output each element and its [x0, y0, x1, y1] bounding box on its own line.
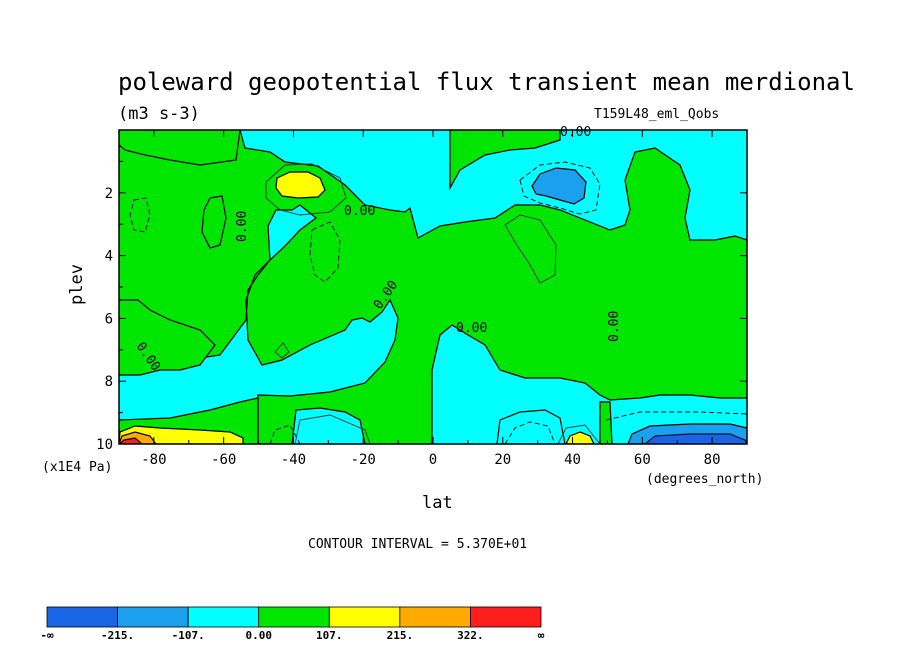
field-positive-left-column: [119, 299, 216, 376]
y-tick-label: 6: [105, 311, 113, 327]
colorbar-label: -∞: [40, 629, 54, 642]
field-positive-bottom-right: [599, 401, 613, 444]
y-tick-label: 4: [105, 249, 113, 265]
x-tick-label: 0: [429, 452, 437, 468]
max-yellow-upper: [275, 171, 326, 199]
field-positive-region-topleft: [119, 130, 241, 166]
colorbar-swatch: [470, 606, 542, 628]
dataset-label: T159L48_eml_Qobs: [594, 107, 719, 122]
x-tick-label: 20: [494, 452, 511, 468]
x-axis-units: (degrees_north): [646, 472, 763, 487]
y-tick-label: 8: [105, 374, 113, 390]
y-tick-label: 2: [105, 186, 113, 202]
colorbar-label: 215.: [387, 629, 414, 642]
x-tick-label: -20: [351, 452, 376, 468]
field-positive-blob-left: [201, 195, 227, 249]
chart-title: poleward geopotential flux transient mea…: [118, 68, 855, 96]
colorbar-label: -215.: [101, 629, 134, 642]
colorbar-label: 322.: [457, 629, 484, 642]
colorbar-label: -107.: [172, 629, 205, 642]
contour-interval-text: CONTOUR INTERVAL = 5.370E+01: [308, 537, 527, 552]
colorbar: -∞ -215. -107. 0.00 107. 215. 322. ∞: [40, 606, 545, 642]
x-tick-label: 80: [704, 452, 721, 468]
positive-contours: [265, 163, 601, 444]
colorbar-label: 0.00: [245, 629, 272, 642]
contour-label: 0.00: [456, 321, 487, 336]
negative-contours: [129, 161, 747, 444]
y-axis-ticks: 2 4 6 8 10: [96, 160, 747, 453]
x-axis-ticks: -80 -60 -40 -20 0 20 40 60 80: [118, 130, 748, 468]
min-blue-upper: [531, 167, 587, 205]
colorbar-swatch: [46, 606, 118, 628]
x-axis-label: lat: [422, 493, 453, 513]
y-tick-label: 10: [96, 437, 113, 453]
colorbar-swatch: [328, 606, 401, 628]
units-label: (m3 s-3): [118, 104, 200, 124]
min-darkblue-bottom-right: [644, 433, 747, 444]
colorbar-label: ∞: [538, 629, 545, 642]
field-positive-region-top: [449, 130, 561, 191]
colorbar-swatch: [399, 606, 471, 628]
y-axis-label: plev: [67, 264, 87, 305]
y-axis-units: (x1E4 Pa): [42, 460, 112, 475]
x-tick-label: -40: [281, 452, 306, 468]
contour-label: 0.00: [235, 211, 250, 242]
x-tick-label: -80: [141, 452, 166, 468]
max-red-bottom-left: [119, 437, 143, 444]
field-negative-pocket-2: [496, 409, 566, 444]
colorbar-swatch: [258, 606, 330, 628]
field-positive-region-main: [119, 130, 747, 444]
field-negative-pocket: [291, 407, 366, 444]
colorbar-swatch: [117, 606, 189, 628]
contour-label: 0.00: [344, 204, 375, 219]
contour-label: 0.00: [560, 125, 591, 140]
x-tick-label: -60: [211, 452, 236, 468]
plot-area: 0.00 0.00 0.00 0.00 0.00 0.00 0.00 -80 -6…: [96, 125, 748, 468]
x-tick-label: 40: [564, 452, 581, 468]
contour-label: 0.00: [607, 311, 622, 342]
colorbar-swatch: [187, 606, 260, 628]
x-tick-label: 60: [634, 452, 651, 468]
colorbar-label: 107.: [316, 629, 343, 642]
